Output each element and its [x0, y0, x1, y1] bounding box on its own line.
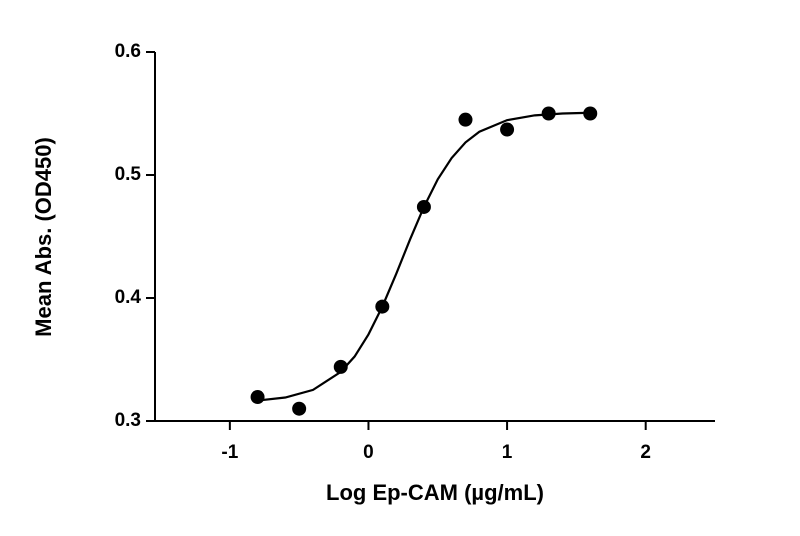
- x-tick-label: 0: [363, 442, 374, 463]
- data-point: [583, 106, 598, 121]
- y-tick-label: 0.6: [115, 41, 141, 62]
- y-axis-label: Mean Abs. (OD450): [31, 137, 56, 337]
- data-point: [375, 299, 390, 314]
- data-point: [250, 390, 265, 405]
- data-point: [541, 106, 556, 121]
- fit-curve: [257, 111, 591, 402]
- data-point: [333, 359, 348, 374]
- y-tick-label: 0.5: [115, 164, 142, 185]
- data-point: [500, 122, 515, 137]
- data-point: [416, 199, 431, 214]
- x-axis-label: Log Ep-CAM (µg/mL): [326, 480, 544, 505]
- y-tick-label: 0.3: [115, 410, 141, 431]
- data-point: [458, 112, 473, 127]
- y-tick-label: 0.4: [115, 287, 142, 308]
- x-tick-label: 2: [640, 442, 651, 463]
- data-point: [292, 401, 307, 416]
- x-tick-label: 1: [502, 442, 513, 463]
- x-tick-label: -1: [221, 442, 238, 463]
